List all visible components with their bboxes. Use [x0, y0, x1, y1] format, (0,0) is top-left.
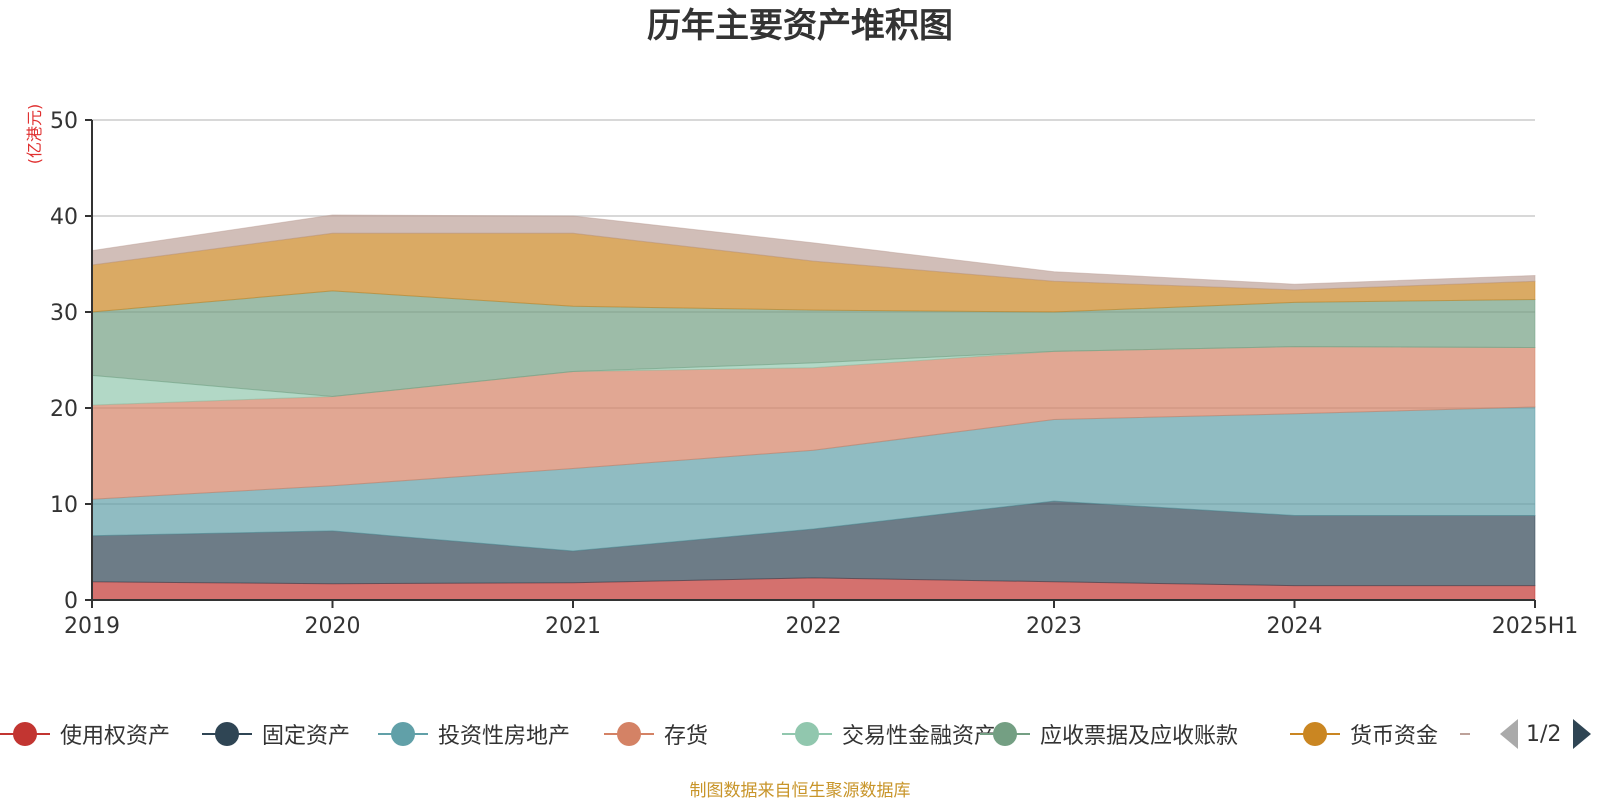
legend-marker-icon: [604, 719, 654, 749]
legend-item-1[interactable]: 固定资产: [202, 714, 350, 754]
legend-marker-icon: [782, 719, 832, 749]
legend-label: 交易性金融资产: [842, 724, 997, 749]
legend-label: 存货: [664, 724, 709, 749]
data-source-note: 制图数据来自恒生聚源数据库: [689, 781, 911, 801]
legend-item-6[interactable]: 货币资金: [1290, 714, 1438, 754]
y-tick-label: 30: [50, 301, 78, 326]
stacked-areas: [91, 214, 1536, 601]
y-tick-label: 0: [64, 589, 78, 614]
x-tick-label: 2025H1: [1492, 614, 1579, 639]
legend-item-2[interactable]: 投资性房地产: [378, 714, 570, 754]
legend-item-4[interactable]: 交易性金融资产: [782, 714, 996, 754]
x-tick-label: 2021: [545, 614, 601, 639]
legend-item-3[interactable]: 存货: [604, 714, 708, 754]
x-tick-label: 2023: [1026, 614, 1082, 639]
y-tick-label: 20: [50, 397, 78, 422]
legend-marker-icon: [1460, 719, 1470, 749]
legend-marker-icon: [980, 719, 1030, 749]
x-tick-label: 2020: [305, 614, 361, 639]
axes: 0 10 20 30 40 50 2019 2020 2021 2022 2023 2024 2025H…: [50, 109, 1578, 639]
legend-item-5[interactable]: 应收票据及应收账款: [980, 714, 1238, 754]
y-tick-label: 50: [50, 109, 78, 134]
legend-label: 应收票据及应收账款: [1040, 724, 1239, 749]
chart-title: 历年主要资产堆积图: [647, 6, 953, 46]
legend-marker-icon: [1290, 719, 1340, 749]
legend: 使用权资产固定资产投资性房地产存货交易性金融资产应收票据及应收账款货币资金其他 …: [0, 714, 1600, 754]
legend-label: 固定资产: [262, 724, 351, 749]
legend-marker-icon: [0, 719, 50, 749]
y-tick-label: 10: [50, 493, 78, 518]
legend-label: 货币资金: [1350, 724, 1439, 749]
legend-label: 使用权资产: [60, 724, 171, 749]
legend-items: 使用权资产 固定资产 投资性房地产 存货 交易性金融资产 应收票据及应收账款 货币资金其他: [0, 714, 1470, 754]
x-tick-label: 2024: [1267, 614, 1323, 639]
legend-marker-icon: [202, 719, 252, 749]
x-tick-label: 2022: [786, 614, 842, 639]
y-tick-label: 40: [50, 205, 78, 230]
legend-marker-icon: [378, 719, 428, 749]
legend-prev-page-icon[interactable]: [1500, 719, 1518, 749]
legend-page-indicator: 1/2: [1526, 721, 1562, 747]
x-tick-label: 2019: [64, 614, 120, 639]
legend-pager: 1/2: [1500, 714, 1592, 754]
legend-next-page-icon[interactable]: [1573, 719, 1592, 749]
legend-label: 投资性房地产: [438, 724, 571, 749]
area-series-7[interactable]: [91, 214, 1536, 291]
legend-item-7[interactable]: 其他: [1460, 714, 1470, 754]
legend-item-0[interactable]: 使用权资产: [0, 714, 170, 754]
